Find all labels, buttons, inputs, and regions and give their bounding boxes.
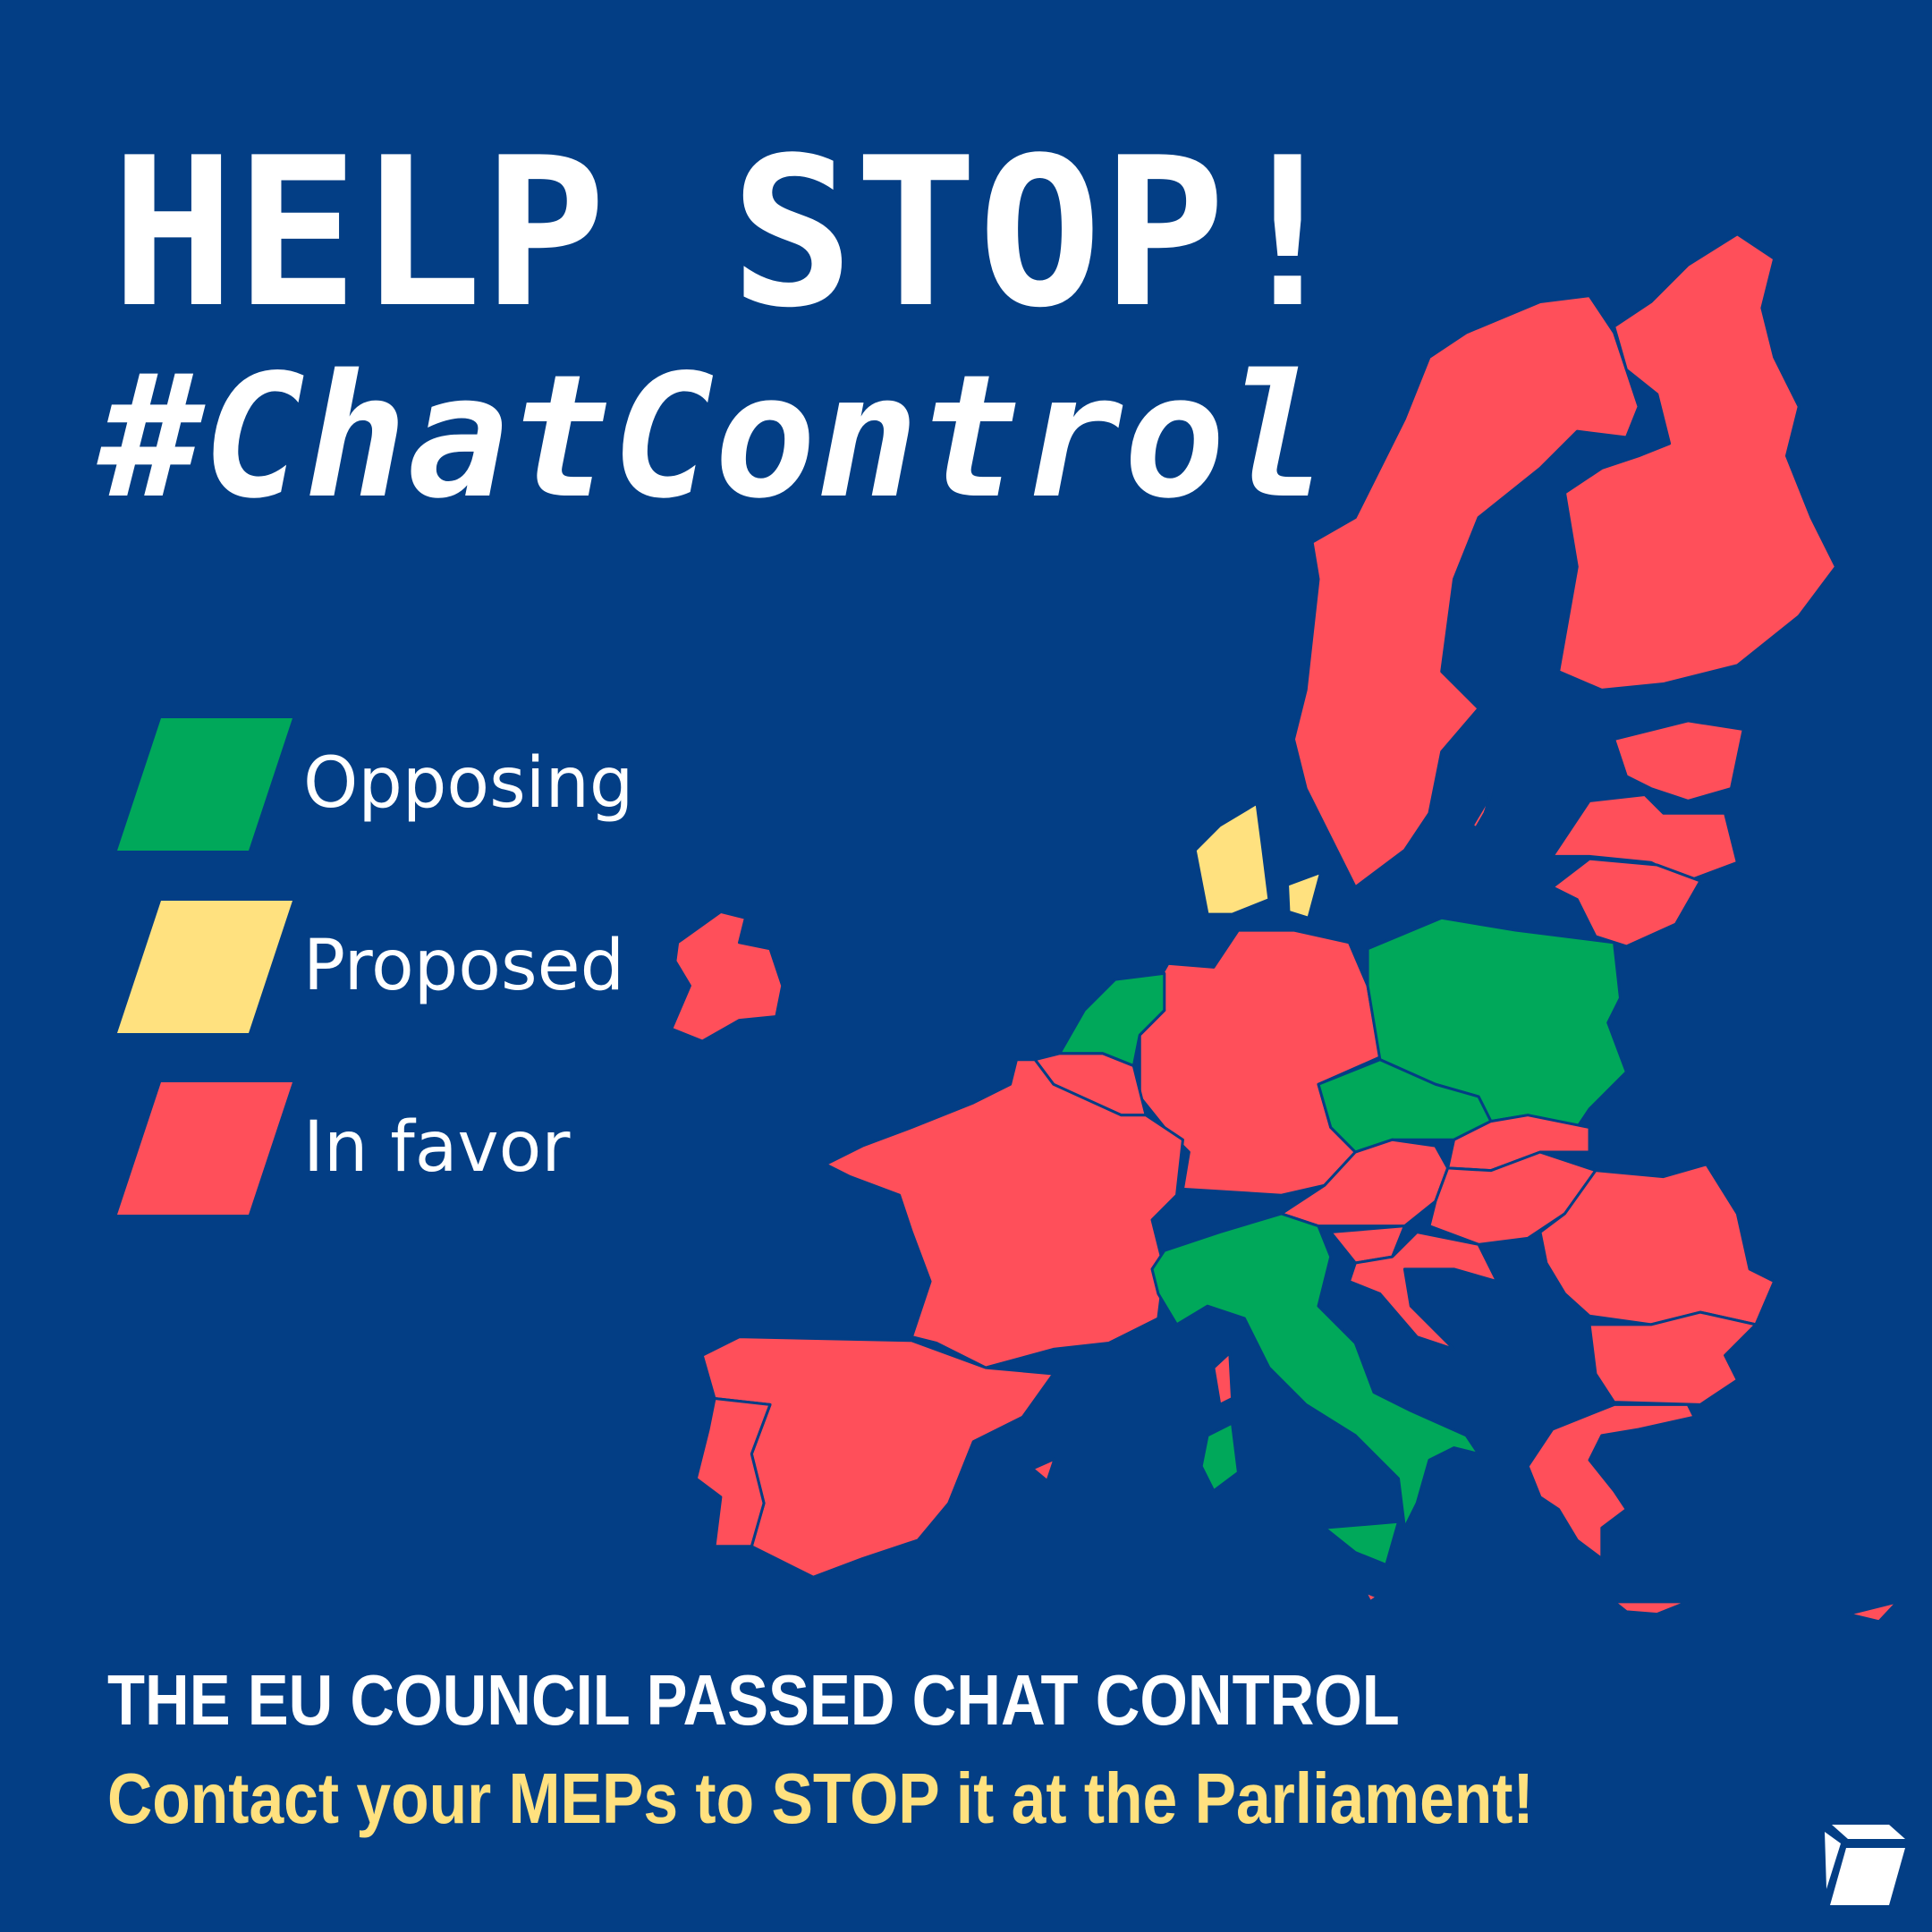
legend-item-in-favor: In favor [117,1082,743,1215]
region-romania [1538,1163,1776,1326]
region-malta [1363,1590,1379,1604]
proposed-swatch [117,901,292,1033]
footer-headline: THE EU COUNCIL PASSED CHAT CONTROL [107,1660,1400,1740]
legend-item-opposing: Opposing [117,718,743,851]
region-greece [1613,1600,1690,1616]
legend-label: Opposing [303,743,634,824]
region-cyprus [1846,1600,1899,1623]
region-croatia [1347,1231,1499,1351]
legend-label: In favor [303,1107,571,1188]
region-sweden [1292,294,1640,889]
region-estonia [1613,719,1745,802]
hashtag: #ChatControl [100,338,1328,536]
call-to-action: Contact your MEPs to STOP it at the Parl… [107,1758,1534,1838]
region-portugal [694,1397,772,1548]
region-italy [1150,1212,1480,1530]
region-spain [1030,1457,1056,1483]
region-denmark [1193,801,1271,916]
box-icon [1825,1825,1905,1905]
region-bulgaria [1588,1310,1758,1406]
region-ireland [670,910,784,1043]
region-spain [700,1335,1055,1579]
region-finland [1557,233,1838,691]
headline: HELP STOP! [111,114,1350,353]
region-sweden [1470,793,1493,830]
region-italy [1199,1421,1240,1493]
region-france [1212,1352,1234,1406]
region-lithuania [1551,857,1702,948]
region-greece [1526,1402,1696,1561]
region-latvia [1551,793,1739,883]
region-italy [1323,1520,1401,1567]
legend-label: Proposed [303,926,625,1006]
legend-item-proposed: Proposed [117,901,743,1033]
opposing-swatch [117,718,292,851]
in-favor-swatch [117,1082,292,1215]
region-denmark [1286,870,1323,919]
region-france [824,1058,1184,1369]
